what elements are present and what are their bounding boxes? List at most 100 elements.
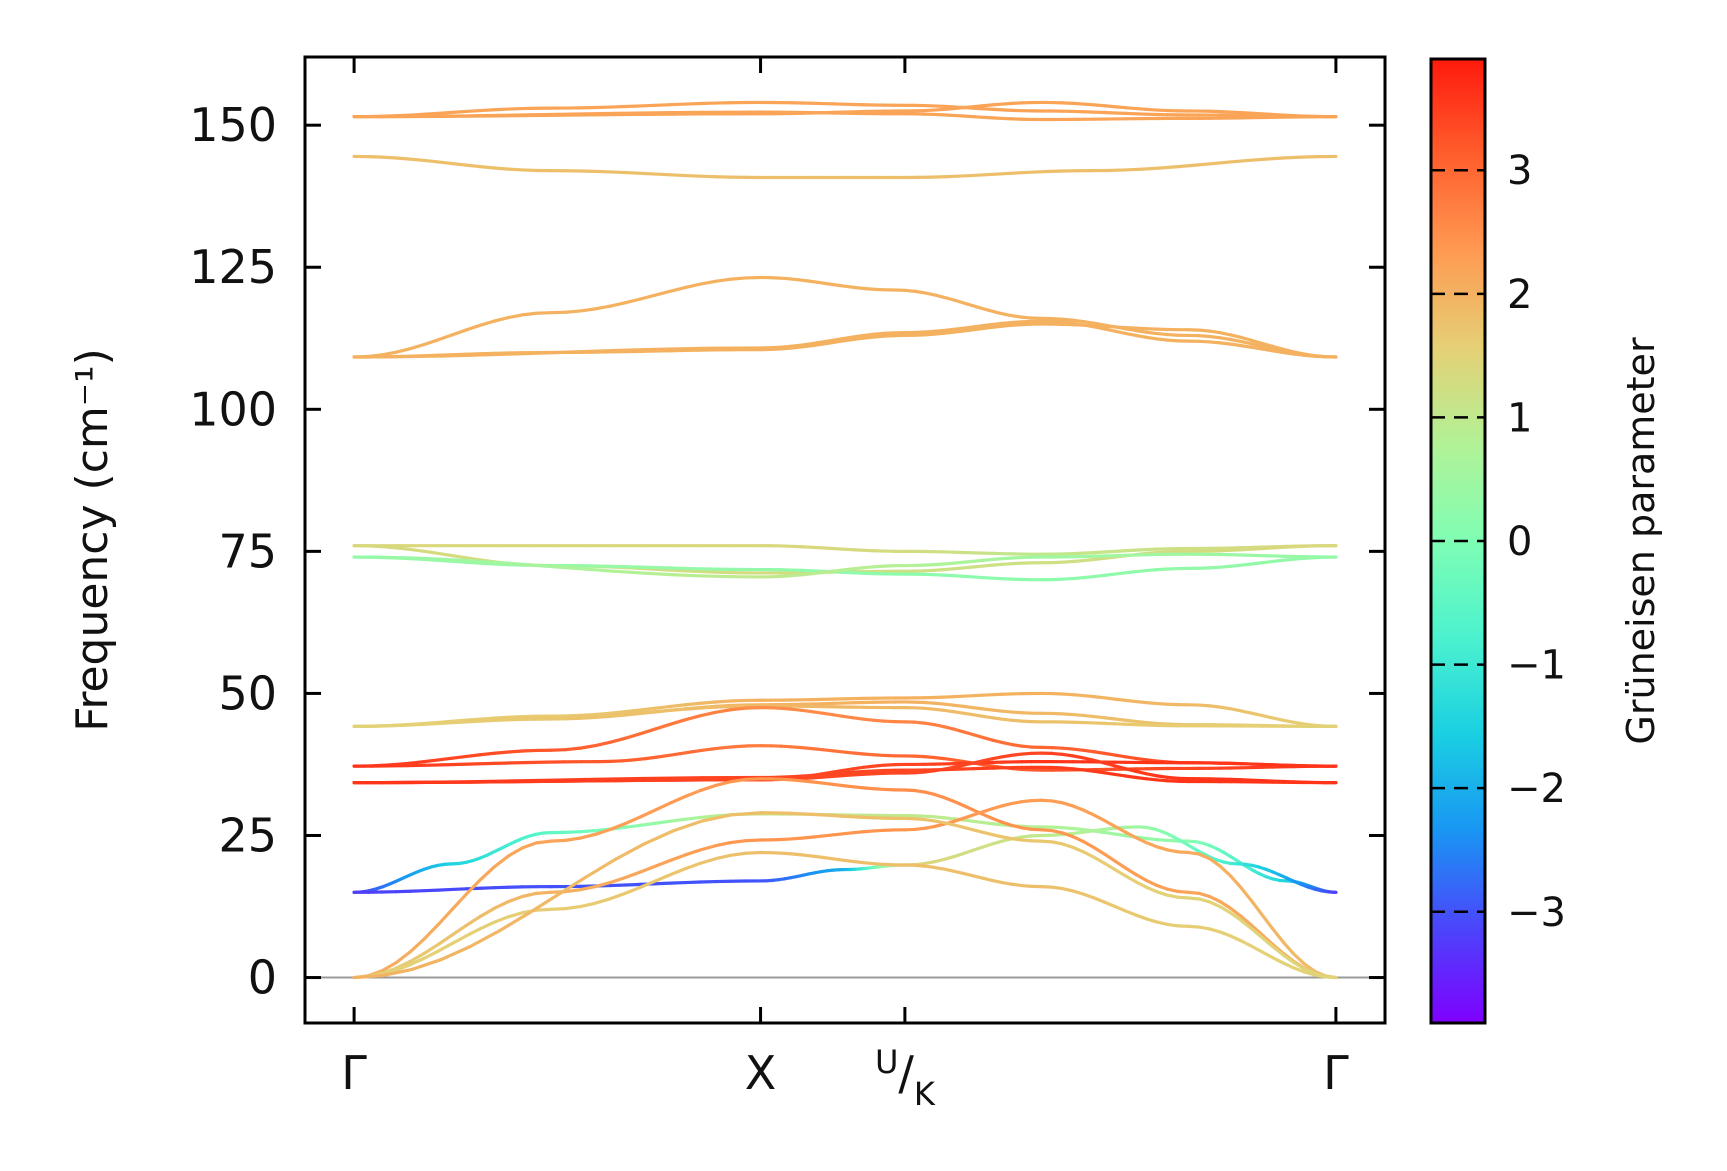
- band-segment: [942, 756, 956, 762]
- band-segment: [1102, 696, 1117, 701]
- band-segment: [922, 568, 936, 573]
- band-segment: [1071, 558, 1086, 564]
- band-segment: [678, 750, 694, 756]
- band-segment: [380, 762, 398, 767]
- band-segment: [835, 283, 849, 289]
- band-segment: [548, 838, 568, 843]
- band-23: [352, 798, 1338, 980]
- band-segment: [1229, 342, 1243, 348]
- band-segment: [1208, 334, 1222, 340]
- band-segment: [1155, 337, 1170, 342]
- band-segment: [961, 704, 975, 710]
- band-segment: [668, 285, 688, 293]
- band-segment: [1155, 550, 1170, 555]
- band-segment: [862, 772, 876, 776]
- band-segment: [1187, 850, 1201, 856]
- band-segment: [450, 923, 468, 937]
- band-segment: [506, 894, 525, 904]
- colorbar-tick-label: −1: [1507, 643, 1566, 689]
- band-segment: [1010, 555, 1024, 560]
- band-segment: [932, 819, 946, 825]
- band-segment: [1071, 826, 1086, 832]
- band-segment: [1155, 567, 1170, 572]
- band-segment: [1134, 913, 1149, 921]
- band-segment: [478, 108, 496, 113]
- band-segment: [1113, 753, 1128, 759]
- band-segment: [981, 322, 995, 328]
- band-segment: [1102, 751, 1117, 757]
- band-segment: [1113, 772, 1128, 778]
- y-tick-label: 150: [189, 98, 277, 152]
- band-segment: [952, 763, 965, 769]
- band-segment: [903, 788, 917, 793]
- band-segment: [1158, 165, 1180, 170]
- band-segment: [952, 869, 965, 876]
- band-segment: [623, 870, 643, 880]
- band-segment: [789, 707, 804, 712]
- band-segment: [1010, 743, 1024, 748]
- band-segment: [623, 732, 643, 740]
- band-segment: [450, 554, 468, 560]
- band-segment: [653, 722, 673, 731]
- band-segment: [942, 867, 956, 873]
- band-segment: [1194, 161, 1215, 167]
- band-segment: [563, 904, 583, 911]
- band-segment: [1299, 155, 1320, 159]
- band-segment: [991, 557, 1004, 562]
- band-segment: [991, 708, 1004, 713]
- band-segment: [981, 820, 995, 826]
- band-segment: [422, 949, 440, 960]
- band-segment: [713, 277, 733, 283]
- band-segment: [991, 321, 1004, 327]
- band-segment: [1081, 323, 1096, 328]
- band-segment: [439, 557, 472, 563]
- x-tick-label: Γ: [341, 1046, 367, 1100]
- band-segment: [991, 716, 1004, 721]
- band-segment: [1165, 332, 1180, 337]
- band-segment: [735, 744, 751, 749]
- band-segment: [851, 815, 866, 819]
- band-segment: [922, 864, 936, 869]
- band-segment: [952, 710, 965, 715]
- band-segment: [643, 755, 659, 761]
- band-segment: [800, 545, 814, 549]
- band-segment: [1239, 914, 1254, 928]
- band-segment: [1155, 331, 1170, 337]
- band-segment: [1165, 893, 1180, 899]
- band-segment: [1092, 758, 1107, 765]
- band-segment: [952, 851, 965, 859]
- band-segment: [593, 740, 613, 748]
- band-segment: [922, 814, 936, 819]
- band-segment: [1050, 751, 1065, 756]
- band-segment: [1239, 709, 1254, 715]
- band-segment: [872, 564, 886, 569]
- band-segment: [620, 758, 636, 763]
- band-segment: [492, 315, 510, 323]
- band-segment: [1050, 745, 1065, 750]
- band-segment: [1010, 101, 1024, 105]
- band-segment: [1081, 550, 1096, 555]
- band-segment: [779, 344, 794, 349]
- band-segment: [1281, 953, 1296, 965]
- band-segment: [971, 759, 985, 765]
- band-segment: [971, 564, 985, 569]
- band-segment: [1197, 897, 1212, 904]
- band-segment: [932, 792, 946, 800]
- band-segment: [668, 853, 688, 862]
- band-segment: [1102, 900, 1117, 909]
- band-segment: [609, 759, 625, 764]
- band-segment: [1030, 827, 1043, 832]
- band-segment: [1239, 110, 1254, 115]
- band-segment: [932, 562, 946, 567]
- band-25: [352, 811, 1338, 980]
- band-segment: [1281, 545, 1296, 549]
- band-segment: [952, 816, 965, 824]
- band-segment: [1102, 830, 1117, 836]
- band-segment: [862, 752, 876, 757]
- band-segment: [942, 821, 956, 827]
- band-segment: [492, 166, 510, 171]
- band-segment: [952, 560, 965, 565]
- band-segment: [408, 937, 426, 954]
- band-segment: [1134, 329, 1149, 334]
- band-segment: [653, 881, 673, 886]
